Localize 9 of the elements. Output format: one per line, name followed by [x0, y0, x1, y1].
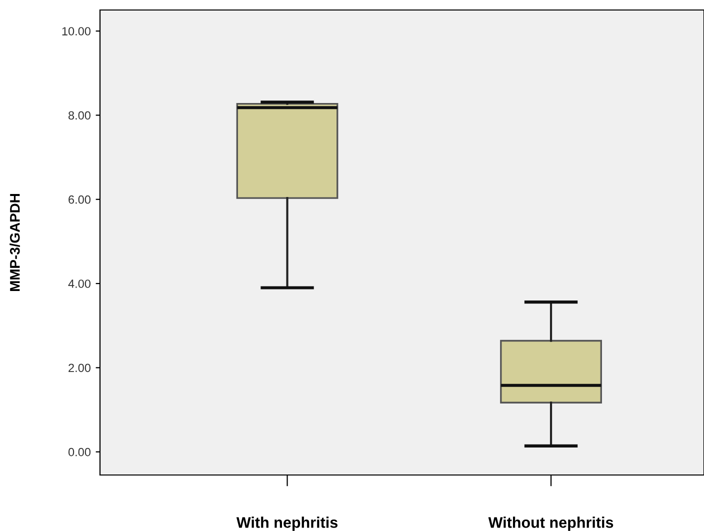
x-tick-label: With nephritis [236, 516, 338, 531]
y-tick-label: 0.00 [68, 448, 91, 456]
y-tick-label: 4.00 [68, 280, 91, 288]
y-tick-label: 2.00 [68, 364, 91, 372]
x-tick-label: Without nephritis [488, 516, 614, 531]
y-tick-label: 6.00 [68, 195, 91, 204]
y-tick-label: 8.00 [68, 111, 91, 120]
y-tick-label: 10.00 [62, 27, 91, 36]
y-axis-title: MMP-3/GAPDH [10, 194, 20, 291]
